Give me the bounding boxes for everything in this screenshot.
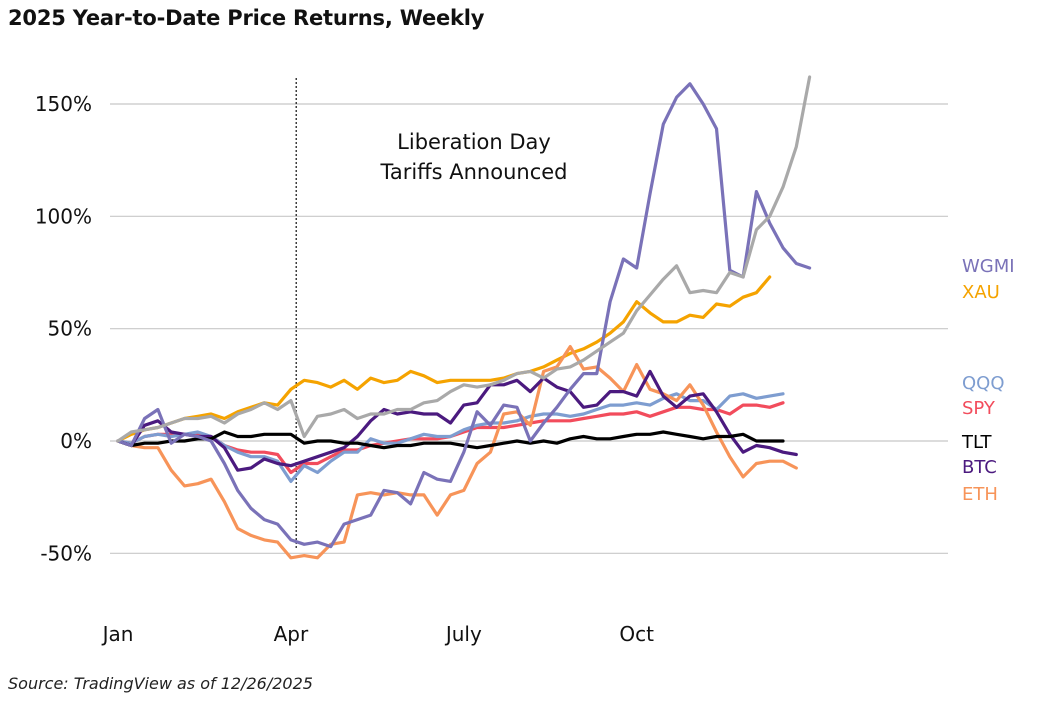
- legend-label-tlt: TLT: [961, 432, 993, 453]
- annotation: Liberation Day Tariffs Announced: [295, 78, 568, 548]
- x-axis-ticks: Jan Apr July Oct: [101, 622, 655, 646]
- y-tick-label: -50%: [40, 541, 92, 565]
- series-line-eth: [116, 345, 798, 560]
- annotation-line2: Tariffs Announced: [379, 160, 567, 184]
- x-tick-label: July: [444, 622, 482, 646]
- y-tick-label: 0%: [60, 429, 92, 453]
- x-tick-label: Apr: [274, 622, 309, 646]
- x-tick-label: Jan: [101, 622, 134, 646]
- series-line-xau: [116, 275, 772, 443]
- legend: XAU WGMI QQQ SPY TLT BTC ETH: [961, 256, 1015, 505]
- y-tick-label: 150%: [35, 92, 92, 116]
- series-line-tlt: [116, 430, 785, 450]
- annotation-line1: Liberation Day: [397, 130, 551, 154]
- y-tick-label: 50%: [48, 317, 92, 341]
- series-line-grey: [116, 75, 812, 443]
- legend-label-spy: SPY: [962, 398, 996, 419]
- y-tick-label: 100%: [35, 204, 92, 228]
- legend-label-xau: XAU: [962, 282, 1000, 303]
- legend-label-qqq: QQQ: [962, 373, 1005, 394]
- legend-label-wgmi: WGMI: [962, 256, 1015, 277]
- legend-label-eth: ETH: [962, 484, 998, 505]
- y-axis-ticks: 150% 100% 50% 0% -50%: [35, 92, 92, 565]
- chart-title: 2025 Year-to-Date Price Returns, Weekly: [8, 6, 485, 30]
- source-note: Source: TradingView as of 12/26/2025: [8, 674, 313, 693]
- series-lines: [116, 75, 812, 560]
- series-line-qqq: [116, 392, 785, 483]
- x-tick-label: Oct: [619, 622, 654, 646]
- series-line-wgmi: [116, 82, 812, 549]
- legend-label-btc: BTC: [962, 457, 997, 478]
- series-line-btc: [116, 369, 798, 472]
